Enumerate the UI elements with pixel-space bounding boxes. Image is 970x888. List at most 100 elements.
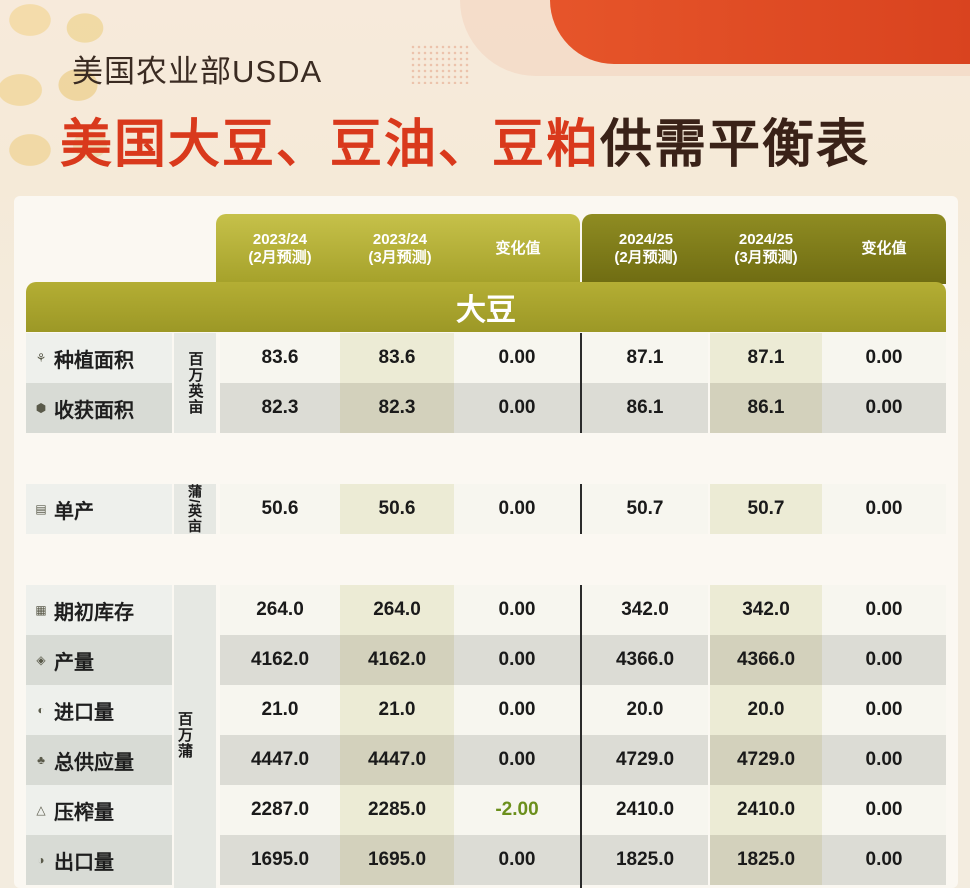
table-cell: 20.0 bbox=[582, 685, 708, 735]
row-label-text: 种植面积 bbox=[54, 349, 134, 372]
row-label: ⚘ 种植面积 bbox=[26, 333, 172, 383]
table-row: ◐ 进口量 21.0 21.0 0.00 20.0 20.0 0.00 bbox=[26, 685, 946, 735]
table-row: ⬢ 收获面积 82.3 82.3 0.00 86.1 86.1 0.00 bbox=[26, 383, 946, 433]
table-cell: 21.0 bbox=[340, 685, 454, 735]
table-cell: 1695.0 bbox=[220, 835, 340, 885]
table-cell: 0.00 bbox=[454, 585, 580, 635]
row-label: △ 压榨量 bbox=[26, 785, 172, 835]
export-icon: ◑ bbox=[37, 853, 45, 867]
planting-icon: ⚘ bbox=[35, 351, 47, 365]
table-cell: 2410.0 bbox=[710, 785, 822, 835]
table-cell: 4447.0 bbox=[340, 735, 454, 785]
table-row: ▦ 期初库存 264.0 264.0 0.00 342.0 342.0 0.00 bbox=[26, 585, 946, 635]
group-divider bbox=[580, 333, 582, 433]
table-cell: 87.1 bbox=[582, 333, 708, 383]
table-cell: 0.00 bbox=[822, 835, 946, 885]
table-row: △ 压榨量 2287.0 2285.0 -2.00 2410.0 2410.0 0.00 bbox=[26, 785, 946, 835]
group-divider bbox=[580, 484, 582, 534]
table-cell: 50.7 bbox=[710, 484, 822, 534]
table-cell: 0.00 bbox=[454, 333, 580, 383]
table-cell: 0.00 bbox=[454, 835, 580, 885]
table-cell: 0.00 bbox=[454, 484, 580, 534]
header-group-2024: 2024/25 (2月预测) 2024/25 (3月预测) 变化值 bbox=[582, 214, 946, 284]
col-header: 变化值 bbox=[495, 240, 541, 257]
row-label-text: 产量 bbox=[54, 651, 94, 674]
title-dark-part: 供需平衡表 bbox=[600, 114, 871, 175]
unit-label-area: 百万英亩 bbox=[174, 333, 216, 433]
import-icon: ◐ bbox=[37, 703, 45, 717]
table-cell: 4162.0 bbox=[220, 635, 340, 685]
row-label: ▦ 期初库存 bbox=[26, 585, 172, 635]
table-cell: 2285.0 bbox=[340, 785, 454, 835]
table-cell: 4729.0 bbox=[710, 735, 822, 785]
yield-icon: ▤ bbox=[35, 502, 47, 516]
table-row: ◑ 出口量 1695.0 1695.0 0.00 1825.0 1825.0 0.00 bbox=[26, 835, 946, 885]
supply-icon: ♣ bbox=[37, 753, 45, 767]
table-cell: 264.0 bbox=[220, 585, 340, 635]
section-title-soybean: 大豆 bbox=[26, 282, 946, 332]
table-cell: 0.00 bbox=[822, 735, 946, 785]
table-cell: 0.00 bbox=[822, 585, 946, 635]
row-label: ◈ 产量 bbox=[26, 635, 172, 685]
unit-label-supply: 百万蒲 bbox=[174, 585, 216, 888]
row-label-text: 出口量 bbox=[54, 851, 114, 874]
table-cell: 342.0 bbox=[710, 585, 822, 635]
group-divider bbox=[580, 585, 582, 888]
row-label: ⬢ 收获面积 bbox=[26, 383, 172, 433]
table-cell: 0.00 bbox=[822, 383, 946, 433]
col-header: 2024/25 (2月预测) bbox=[614, 231, 678, 266]
table-cell: 4447.0 bbox=[220, 735, 340, 785]
table-cell: 1825.0 bbox=[582, 835, 708, 885]
table-cell: 0.00 bbox=[454, 635, 580, 685]
table-cell: 342.0 bbox=[582, 585, 708, 635]
col-header: 2024/25 (3月预测) bbox=[734, 231, 798, 266]
table-cell: 82.3 bbox=[220, 383, 340, 433]
dot-pattern-decoration bbox=[410, 44, 470, 84]
unit-label-yield: 蒲/英亩 bbox=[174, 484, 216, 534]
table-cell: 2410.0 bbox=[582, 785, 708, 835]
row-label: ▤ 单产 bbox=[26, 484, 172, 534]
col-header: 变化值 bbox=[861, 240, 907, 257]
source-subtitle: 美国农业部USDA bbox=[72, 54, 323, 89]
table-cell: 21.0 bbox=[220, 685, 340, 735]
table-cell: 86.1 bbox=[582, 383, 708, 433]
title-red-part: 美国大豆、豆油、豆粕 bbox=[60, 114, 601, 175]
table-cell: 0.00 bbox=[822, 785, 946, 835]
page-title: 美国大豆、豆油、豆粕供需平衡表 bbox=[60, 102, 870, 177]
table-cell: 50.7 bbox=[582, 484, 708, 534]
row-label-text: 进口量 bbox=[54, 701, 114, 724]
table-cell: 20.0 bbox=[710, 685, 822, 735]
crush-icon: △ bbox=[36, 803, 46, 817]
header-group-2023: 2023/24 (2月预测) 2023/24 (3月预测) 变化值 bbox=[216, 214, 580, 284]
soybean-decoration bbox=[0, 0, 140, 230]
table-cell: 83.6 bbox=[340, 333, 454, 383]
stock-icon: ▦ bbox=[35, 603, 47, 617]
row-label-text: 压榨量 bbox=[54, 801, 114, 824]
table-row: ⚘ 种植面积 83.6 83.6 0.00 87.1 87.1 0.00 bbox=[26, 333, 946, 383]
table-cell: 50.6 bbox=[220, 484, 340, 534]
table-cell: 86.1 bbox=[710, 383, 822, 433]
col-header: 2023/24 (2月预测) bbox=[248, 231, 312, 266]
table-cell: 4366.0 bbox=[582, 635, 708, 685]
table-cell: 2287.0 bbox=[220, 785, 340, 835]
table-cell: 1695.0 bbox=[340, 835, 454, 885]
table-cell: 264.0 bbox=[340, 585, 454, 635]
table-cell: 4162.0 bbox=[340, 635, 454, 685]
row-label: ◐ 进口量 bbox=[26, 685, 172, 735]
table-row: ▤ 单产 50.6 50.6 0.00 50.7 50.7 0.00 bbox=[26, 484, 946, 534]
row-label-text: 单产 bbox=[54, 500, 94, 523]
table-cell: 0.00 bbox=[822, 635, 946, 685]
row-label-text: 期初库存 bbox=[54, 601, 134, 624]
table-row: ◈ 产量 4162.0 4162.0 0.00 4366.0 4366.0 0.00 bbox=[26, 635, 946, 685]
harvest-icon: ⬢ bbox=[35, 401, 47, 415]
table-cell: 82.3 bbox=[340, 383, 454, 433]
table-cell: 1825.0 bbox=[710, 835, 822, 885]
table-cell: 0.00 bbox=[822, 484, 946, 534]
table-row: ♣ 总供应量 4447.0 4447.0 0.00 4729.0 4729.0 0.00 bbox=[26, 735, 946, 785]
table-cell: 0.00 bbox=[822, 685, 946, 735]
table-cell: 4366.0 bbox=[710, 635, 822, 685]
production-icon: ◈ bbox=[36, 653, 46, 667]
table-cell: 0.00 bbox=[454, 383, 580, 433]
row-label-text: 总供应量 bbox=[54, 751, 134, 774]
row-label-text: 收获面积 bbox=[54, 399, 134, 422]
